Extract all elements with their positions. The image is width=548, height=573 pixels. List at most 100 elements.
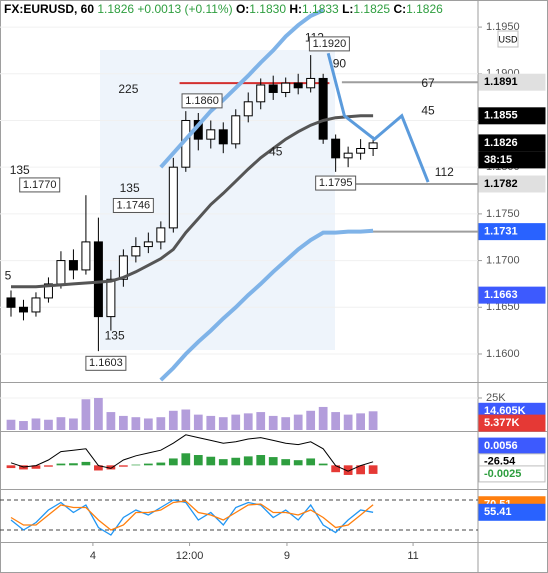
ohlc-key: H: [289,2,302,16]
bar [69,463,78,466]
y-tick-label: 1.1700 [486,254,520,266]
bar [193,455,203,466]
annotation: 225 [118,82,138,96]
badge-label: 1.1663 [484,289,518,301]
ohlc-value: 1.1833 [302,2,339,16]
bar [119,465,128,467]
candle-body [43,283,53,299]
symbol: FX:EURUSD, 60 [4,2,94,16]
bar [356,413,365,430]
annotation: 1.1603 [89,357,123,369]
change: +0.0013 (+0.11%) [137,2,232,16]
series-line [10,500,374,531]
badge-label: 14.605K [484,405,526,417]
bar [19,421,28,430]
annotation: 1.1795 [319,177,353,189]
badge-label: -0.0025 [484,468,521,480]
annotation: 90 [333,57,347,71]
annotation: 135 [105,328,125,342]
header: FX:EURUSD, 60 1.1826 +0.0013 (+0.11%) O:… [4,2,443,16]
candle-body [31,297,41,313]
candle-body [331,138,341,159]
bar [268,457,278,466]
annotation: 135 [120,181,140,195]
badge-label: 38:15 [484,154,512,166]
price-badge [478,151,546,169]
ohlc-value: 1.1826 [406,2,443,16]
bar [281,417,291,430]
bar [44,465,53,467]
candle-body [56,260,66,285]
bar [106,465,116,470]
bar [168,458,178,466]
forecast-line [326,52,430,183]
bar [331,412,341,430]
bar [31,465,41,469]
bar [281,459,291,466]
annotation-box [19,177,61,193]
bar [218,417,228,430]
ohlc-key: O: [236,2,249,16]
annotation: 67 [421,76,435,90]
annotation: 1.1920 [313,38,347,50]
annotation-box [181,93,223,109]
bar [368,465,378,474]
bar [94,465,103,471]
candle-body [356,148,366,154]
candle-body [156,227,166,243]
bar [293,414,303,430]
bar [6,465,16,469]
series-line [10,499,374,536]
x-tick-label: 4 [90,550,96,562]
badge-label: 1.1782 [484,178,518,190]
badge-label: 1.1855 [484,110,518,122]
badge-label: -26.54 [484,456,516,468]
annotation: 1.1860 [185,95,219,107]
candle-body [68,260,78,271]
candle-body [143,241,153,248]
badge-label: 0.0056 [484,440,518,452]
bar [81,461,91,466]
price-badge [478,223,546,241]
candle-body [268,84,278,93]
price-badge [478,465,546,483]
annotation-box [85,355,127,371]
ohlc-value: 1.1825 [353,2,390,16]
currency-box [497,30,519,48]
bar [331,465,341,473]
price-badge [478,134,546,152]
bar [193,414,203,430]
bar [306,410,316,430]
bar [243,413,253,430]
bar [31,418,41,430]
bar [293,460,303,466]
series-line [159,8,325,169]
bar [44,419,53,430]
bar [119,415,128,430]
bar [206,456,216,466]
price-badge [478,286,546,304]
bar [256,412,266,430]
annotation-box [315,175,357,191]
bar [56,417,66,430]
candle-body [256,84,266,103]
bar [69,418,78,430]
candle-body [206,129,216,140]
bar [231,457,241,466]
bar [343,465,353,475]
bar [356,465,365,475]
candle-body [93,241,103,318]
bar [181,453,191,466]
bar [318,406,328,430]
annotation: 1.1770 [23,179,57,191]
bar [131,417,141,430]
ohlc-value: 1.1830 [249,2,286,16]
candle-body [343,152,353,159]
badge-label: 1.1891 [484,76,518,88]
candle-body [18,306,28,313]
candle-body [293,82,303,89]
candle-body [231,115,241,145]
bar [318,463,328,466]
candle-body [6,297,16,308]
bar [218,459,228,466]
